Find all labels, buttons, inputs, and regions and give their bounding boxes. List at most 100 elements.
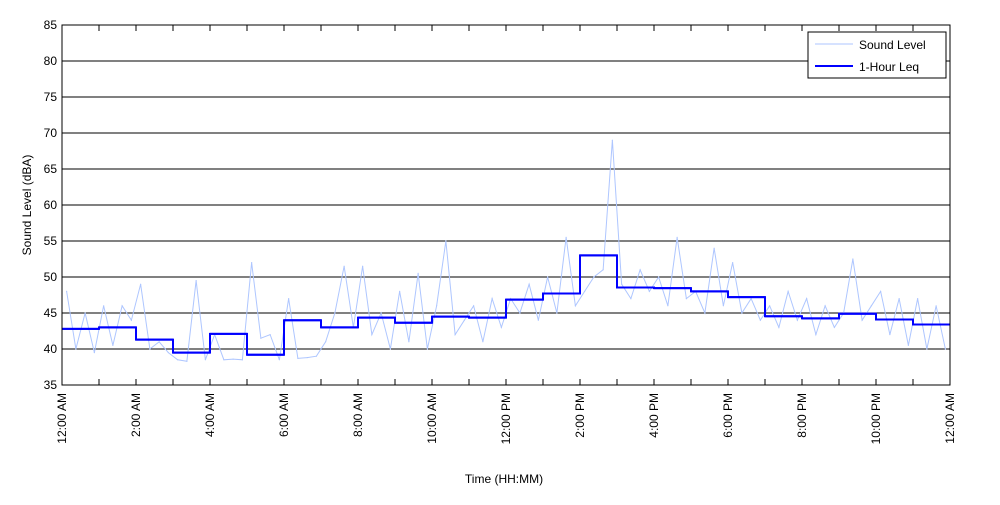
sound-level-point bbox=[917, 298, 919, 300]
sound-level-point bbox=[741, 312, 743, 314]
y-tick-label: 50 bbox=[44, 270, 58, 284]
y-axis-label: Sound Level (dBA) bbox=[20, 155, 34, 256]
sound-level-point bbox=[658, 276, 660, 278]
sound-level-point bbox=[251, 262, 253, 264]
sound-level-point bbox=[93, 352, 95, 354]
x-tick-label: 8:00 AM bbox=[351, 393, 365, 437]
sound-level-point bbox=[445, 240, 447, 242]
x-tick-label: 6:00 PM bbox=[721, 393, 735, 438]
sound-level-point bbox=[852, 258, 854, 260]
sound-level-point bbox=[149, 348, 151, 350]
sound-level-point bbox=[426, 348, 428, 350]
sound-level-point bbox=[204, 359, 206, 361]
sound-level-point bbox=[778, 326, 780, 328]
sound-level-point bbox=[417, 272, 419, 274]
x-axis-label: Time (HH:MM) bbox=[465, 472, 543, 486]
sound-level-point bbox=[815, 334, 817, 336]
legend-box bbox=[807, 31, 947, 79]
y-tick-label: 60 bbox=[44, 198, 58, 212]
sound-level-point bbox=[926, 348, 928, 350]
sound-level-point bbox=[75, 348, 77, 350]
sound-level-point bbox=[880, 290, 882, 292]
sound-level-point bbox=[177, 359, 179, 361]
sound-level-point bbox=[158, 341, 160, 343]
x-tick-label: 4:00 PM bbox=[647, 393, 661, 438]
y-tick-label: 55 bbox=[44, 234, 58, 248]
sound-level-point bbox=[232, 358, 234, 360]
sound-level-point bbox=[907, 344, 909, 346]
sound-level-point bbox=[528, 283, 530, 285]
sound-level-point bbox=[491, 298, 493, 300]
sound-level-point bbox=[112, 344, 114, 346]
sound-level-point bbox=[260, 337, 262, 339]
sound-level-point bbox=[519, 312, 521, 314]
sound-level-point bbox=[639, 269, 641, 271]
sound-level-point bbox=[66, 290, 68, 292]
sound-level-point bbox=[769, 305, 771, 307]
y-tick-label: 40 bbox=[44, 342, 58, 356]
sound-level-point bbox=[408, 341, 410, 343]
sound-level-point bbox=[870, 305, 872, 307]
y-tick-label: 85 bbox=[44, 18, 58, 32]
axis-ticks: 35 40 45 50 55 60 65 70 75 80 85 12:00 AM 2:00 AM 4:0… bbox=[44, 18, 957, 444]
sound-level-point bbox=[611, 139, 613, 141]
sound-level-point bbox=[565, 236, 567, 238]
sound-level-point bbox=[732, 262, 734, 264]
legend-label-sound-level: Sound Level bbox=[859, 38, 926, 52]
legend-label-leq: 1-Hour Leq bbox=[859, 60, 919, 74]
sound-level-point bbox=[630, 298, 632, 300]
sound-level-point bbox=[796, 319, 798, 321]
sound-level-point bbox=[556, 312, 558, 314]
sound-level-point bbox=[436, 305, 438, 307]
sound-level-point bbox=[315, 355, 317, 357]
sound-level-point bbox=[167, 352, 169, 354]
sound-level-point bbox=[685, 298, 687, 300]
sound-level-point bbox=[667, 305, 669, 307]
sound-level-point bbox=[713, 247, 715, 249]
sound-level-point bbox=[584, 290, 586, 292]
sound-level-point bbox=[537, 319, 539, 321]
sound-level-point bbox=[621, 283, 623, 285]
sound-level-point bbox=[889, 334, 891, 336]
sound-level-point bbox=[602, 269, 604, 271]
x-tick-label: 12:00 PM bbox=[499, 393, 513, 444]
sound-level-point bbox=[121, 305, 123, 307]
sound-level-point bbox=[140, 283, 142, 285]
x-tick-label: 10:00 AM bbox=[425, 393, 439, 444]
sound-level-point bbox=[241, 359, 243, 361]
sound-level-point bbox=[722, 305, 724, 307]
sound-level-point bbox=[759, 319, 761, 321]
sound-level-point bbox=[399, 290, 401, 292]
sound-level-point bbox=[325, 341, 327, 343]
sound-level-point bbox=[676, 236, 678, 238]
sound-level-point bbox=[898, 298, 900, 300]
sound-level-point bbox=[130, 319, 132, 321]
sound-level-point bbox=[833, 326, 835, 328]
sound-level-point bbox=[648, 290, 650, 292]
sound-level-point bbox=[334, 312, 336, 314]
sound-level-point bbox=[547, 276, 549, 278]
sound-level-point bbox=[269, 334, 271, 336]
sound-level-point bbox=[454, 334, 456, 336]
sound-level-point bbox=[380, 312, 382, 314]
y-tick-label: 75 bbox=[44, 90, 58, 104]
sound-level-point bbox=[574, 305, 576, 307]
sound-level-point bbox=[500, 326, 502, 328]
sound-level-point bbox=[824, 305, 826, 307]
sound-level-point bbox=[84, 312, 86, 314]
series-group bbox=[62, 139, 950, 362]
sound-level-point bbox=[288, 298, 290, 300]
sound-level-point bbox=[787, 290, 789, 292]
sound-level-point bbox=[704, 312, 706, 314]
sound-level-point bbox=[473, 305, 475, 307]
x-tick-label: 2:00 PM bbox=[573, 393, 587, 438]
sound-level-point bbox=[297, 357, 299, 359]
y-tick-label: 45 bbox=[44, 306, 58, 320]
x-tick-label: 2:00 AM bbox=[129, 393, 143, 437]
sound-level-point bbox=[482, 341, 484, 343]
sound-level-point bbox=[750, 298, 752, 300]
x-tick-label: 8:00 PM bbox=[795, 393, 809, 438]
sound-level-point bbox=[593, 276, 595, 278]
sound-level-point bbox=[278, 359, 280, 361]
